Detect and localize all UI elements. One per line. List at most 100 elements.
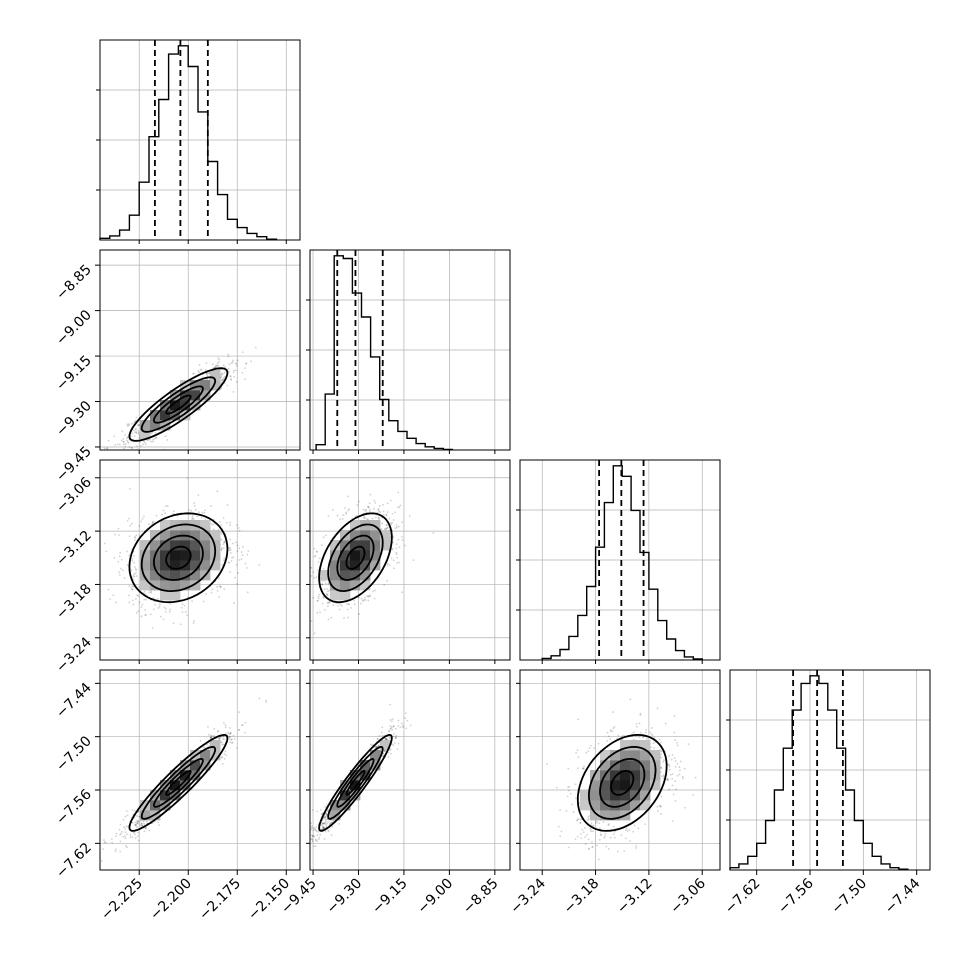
scatter-point <box>136 815 138 817</box>
scatter-point <box>134 598 137 600</box>
scatter-point <box>205 593 208 595</box>
scatter-point <box>568 789 570 792</box>
scatter-point <box>134 837 137 839</box>
x-tick-label: −2.225 <box>98 876 146 924</box>
scatter-point <box>138 815 140 818</box>
scatter-point <box>258 697 261 700</box>
scatter-point <box>681 776 684 778</box>
scatter-point <box>230 560 233 562</box>
scatter-point <box>123 577 126 579</box>
density-cell <box>620 790 631 801</box>
scatter-point <box>582 767 585 770</box>
density-cell <box>610 780 621 791</box>
density-cell <box>180 410 191 421</box>
scatter-point <box>136 821 139 824</box>
scatter-point <box>590 822 593 824</box>
scatter-point <box>666 779 669 782</box>
scatter-point <box>133 421 136 424</box>
contour-line <box>587 745 657 820</box>
scatter-point <box>233 602 235 605</box>
scatter-point <box>637 827 640 830</box>
scatter-point <box>385 524 388 526</box>
scatter-point <box>390 523 393 526</box>
scatter-point <box>137 424 140 427</box>
density-cell <box>180 400 191 411</box>
scatter-point <box>660 756 663 759</box>
scatter-point <box>228 549 231 552</box>
scatter-point <box>118 828 121 831</box>
scatter-point <box>237 527 240 529</box>
scatter-point <box>115 835 117 838</box>
scatter-point <box>579 818 582 821</box>
scatter-point <box>135 611 138 614</box>
scatter-point <box>673 757 676 759</box>
density-cell <box>620 780 631 791</box>
scatter-point <box>95 526 97 528</box>
scatter-point <box>589 827 592 830</box>
scatter-point <box>395 551 398 554</box>
scatter-point <box>575 797 577 800</box>
scatter-point <box>221 373 224 375</box>
scatter-point <box>609 737 612 740</box>
panel-content <box>304 703 412 850</box>
panel-frame <box>519 669 721 871</box>
scatter-point <box>216 362 219 365</box>
density-cell <box>160 550 171 561</box>
scatter-point <box>362 508 365 511</box>
scatter-point <box>373 499 376 502</box>
scatter-point <box>608 823 610 826</box>
density-cell <box>140 540 151 551</box>
scatter-point <box>322 826 324 829</box>
scatter-point <box>328 600 331 603</box>
scatter-point <box>384 749 387 752</box>
scatter-point <box>197 494 200 496</box>
scatter-point <box>326 822 329 825</box>
scatter-point <box>359 602 362 605</box>
scatter-point <box>344 507 347 509</box>
scatter-point <box>198 371 200 373</box>
scatter-point <box>324 816 326 819</box>
scatter-point <box>220 532 223 535</box>
x-tick-label: −9.15 <box>369 876 411 918</box>
scatter-point <box>223 371 226 374</box>
scatter-point <box>307 837 309 839</box>
density-cell <box>580 790 591 801</box>
scatter-point <box>388 517 391 520</box>
scatter-point <box>397 742 400 745</box>
scatter-point <box>343 617 345 619</box>
scatter-point <box>152 450 154 452</box>
scatter-point <box>584 835 586 838</box>
scatter-point <box>230 738 233 741</box>
scatter-point <box>404 712 407 714</box>
scatter-point <box>373 597 376 600</box>
scatter-point <box>432 532 435 534</box>
scatter-point <box>377 517 380 520</box>
contour-line <box>336 534 375 581</box>
scatter-point <box>324 822 327 825</box>
scatter-point <box>331 509 334 511</box>
scatter-point <box>577 718 580 721</box>
density-cell <box>350 780 361 791</box>
scatter-point <box>391 548 393 551</box>
scatter-point <box>409 724 412 727</box>
scatter-point <box>372 590 374 593</box>
density-cell <box>150 560 161 571</box>
scatter-point <box>129 452 131 454</box>
scatter-point <box>205 362 208 365</box>
scatter-point <box>304 848 306 850</box>
contour-line <box>610 770 635 796</box>
scatter-point <box>135 575 138 577</box>
scatter-point <box>134 419 137 422</box>
scatter-point <box>316 551 318 553</box>
scatter-point <box>238 529 241 532</box>
scatter-point <box>235 362 238 365</box>
density-cell <box>170 550 181 561</box>
density-cell <box>640 790 651 801</box>
density-cell <box>350 560 361 571</box>
scatter-point <box>383 750 386 752</box>
scatter-point <box>660 766 663 769</box>
density-cell <box>170 770 181 781</box>
scatter-point <box>579 833 582 835</box>
scatter-point <box>119 850 122 853</box>
x-tick-label: −8.85 <box>460 876 502 918</box>
